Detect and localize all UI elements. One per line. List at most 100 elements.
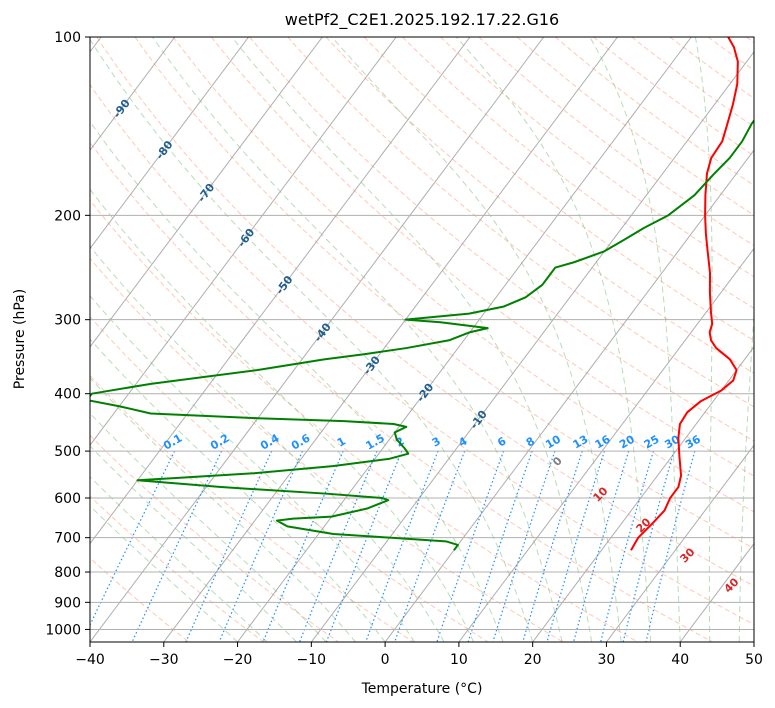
dry-adiabat-line (402, 37, 754, 309)
dry-adiabat-line (90, 434, 339, 642)
dry-adiabat-line (172, 37, 754, 513)
moist-adiabat-line (90, 188, 475, 642)
isotherm-label: -40 (312, 320, 335, 344)
isotherm-line (90, 37, 250, 250)
y-tick-label: 700 (54, 531, 81, 547)
x-axis: −40 −30 −20 −10 0 10 20 30 40 50 (75, 642, 763, 668)
isotherm-label: -20 (414, 381, 437, 405)
moist-adiabat-line (231, 37, 593, 642)
plot-area: -100-90-80-70-60-50-40-30-20-10010203040… (45, 30, 763, 668)
mixing-ratio-label: 6 (495, 434, 508, 449)
isotherm-label: -90 (111, 97, 134, 121)
isotherm-line (606, 444, 754, 642)
isotherm-label: -50 (273, 273, 296, 297)
y-tick-label: 900 (54, 595, 81, 611)
x-tick-label: 10 (450, 652, 468, 668)
moist-adiabat-line (90, 338, 386, 642)
x-tick-label: −40 (75, 652, 105, 668)
mixing-ratio-label: 0.4 (258, 431, 282, 452)
isotherm-line (90, 37, 176, 151)
mixing-ratio-label: 25 (642, 433, 662, 452)
isotherm-label: -30 (361, 353, 384, 377)
moist-adiabat-line (738, 307, 754, 642)
mixing-ratio-label: 1 (335, 435, 348, 450)
y-tick-label: 1000 (45, 622, 81, 638)
moist-adiabat-line (90, 476, 268, 642)
y-axis-label: Pressure (hPa) (12, 289, 28, 389)
y-tick-label: 500 (54, 444, 81, 460)
isotherm-line (90, 37, 323, 348)
y-tick-label: 800 (54, 565, 81, 581)
mixing-ratio-line (572, 450, 630, 642)
moist-adiabat-line (455, 37, 652, 642)
dry-adiabat-line (90, 257, 564, 642)
mixing-ratio-label: 20 (617, 432, 637, 451)
isotherm-line (532, 346, 754, 642)
dry-adiabat-line (90, 199, 639, 642)
y-axis: 100 200 300 400 500 600 700 800 900 1000 (45, 30, 90, 638)
moist-adiabat-line (90, 377, 356, 642)
y-tick-label: 100 (54, 30, 81, 46)
isotherm-line (753, 641, 754, 642)
x-tick-label: 20 (524, 652, 542, 668)
label-layer: -100-90-80-70-60-50-40-30-20-10010203040… (61, 58, 742, 596)
mixing-ratio-label: 0.2 (208, 432, 231, 453)
temperature-trace (630, 37, 739, 551)
isotherm-label: -10 (468, 408, 491, 432)
dry-adiabat-line (478, 37, 754, 247)
dry-adiabat-line (593, 37, 754, 157)
moist-adiabat-line (589, 37, 681, 642)
dry-adiabat-line (90, 141, 713, 642)
mixing-ratio-line (522, 450, 583, 642)
dry-adiabat-line (249, 37, 754, 442)
moist-adiabat-line (331, 37, 622, 642)
dry-adiabat-line (516, 37, 754, 216)
mixing-ratio-line (546, 450, 606, 642)
x-tick-label: 40 (671, 652, 689, 668)
x-tick-label: −20 (223, 652, 253, 668)
mixing-ratio-label: 1.5 (363, 432, 386, 453)
moist-adiabat-line (90, 245, 445, 642)
y-tick-label: 300 (54, 313, 81, 329)
dry-adiabat-line (134, 37, 754, 550)
mixing-ratio-line (600, 450, 655, 642)
moist-adiabat-line (90, 38, 534, 642)
dry-adiabat-line (440, 37, 754, 278)
y-tick-label: 400 (54, 387, 81, 403)
dry-adiabat-line (90, 315, 489, 642)
moist-adiabat-label: 40 (722, 575, 742, 595)
moist-adiabat-line (90, 120, 504, 642)
mixing-ratio-line (436, 450, 505, 642)
moist-adiabat-line (90, 412, 327, 642)
dry-adiabat-line (90, 495, 265, 642)
isotherm-line (384, 149, 754, 642)
y-tick-label: 200 (54, 208, 81, 224)
dry-adiabat-line (363, 37, 754, 342)
mixing-ratio-label: 4 (456, 434, 469, 449)
mixing-ratio-label: 10 (543, 432, 563, 451)
mixing-ratio-line (90, 450, 176, 627)
mixing-ratio-line (325, 450, 403, 642)
dry-adiabat-line (96, 37, 754, 587)
y-tick-label: 600 (54, 491, 81, 507)
dewpoint-trace (90, 118, 754, 551)
x-tick-label: −30 (149, 652, 179, 668)
mixing-ratio-line (365, 450, 439, 642)
mixing-ratio-line (299, 450, 378, 642)
mixing-ratio-line (262, 450, 344, 642)
moist-adiabat-label: 30 (678, 545, 698, 565)
mixing-ratio-label: 13 (571, 433, 591, 452)
isotherm-line (679, 542, 754, 642)
dry-adiabat-line (90, 83, 754, 626)
mixing-ratio-line (492, 450, 556, 642)
isotherm-line (90, 37, 471, 545)
dry-adiabat-line (90, 374, 414, 642)
isotherm-label: -100 (61, 58, 88, 88)
dry-adiabat-line (210, 37, 754, 477)
isotherm-line (237, 37, 692, 642)
sounding-traces (90, 37, 754, 551)
isotherm-line (163, 37, 618, 642)
x-tick-label: 30 (598, 652, 616, 668)
background-lines (90, 37, 754, 642)
isotherm-line (90, 37, 397, 447)
